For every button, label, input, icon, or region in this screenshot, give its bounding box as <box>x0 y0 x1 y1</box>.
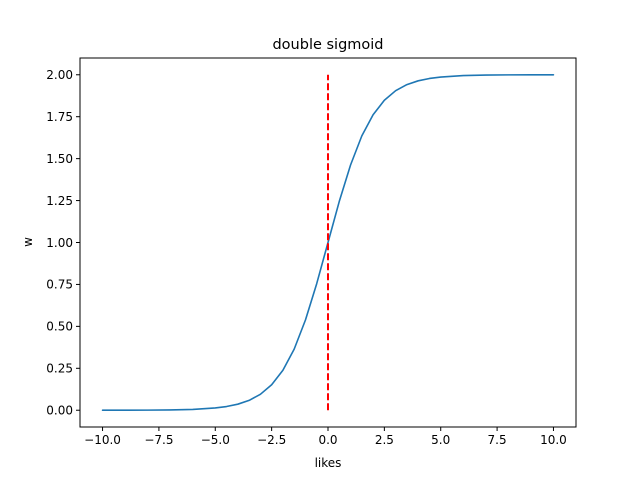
y-tick-label: 1.75 <box>46 110 73 124</box>
x-tick-label: 10.0 <box>540 433 567 447</box>
y-axis-ticks: 0.00 0.25 0.50 0.75 1.00 1.25 1.50 1.75 2.00 <box>46 68 80 418</box>
x-tick-label: −5.0 <box>201 433 230 447</box>
series-layer <box>101 73 555 412</box>
y-tick-label: 0.00 <box>46 404 73 418</box>
y-axis-label: w <box>21 237 35 247</box>
x-tick-label: 2.5 <box>375 433 394 447</box>
series-line-0 <box>101 73 555 412</box>
y-tick-label: 1.25 <box>46 194 73 208</box>
x-axis-label: likes <box>315 456 342 470</box>
y-tick-label: 0.75 <box>46 278 73 292</box>
x-tick-label: 0.0 <box>318 433 337 447</box>
x-tick-label: −2.5 <box>257 433 286 447</box>
y-tick-label: 0.25 <box>46 362 73 376</box>
x-tick-label: −10.0 <box>84 433 121 447</box>
x-axis-ticks: −10.0 −7.5 −5.0 −2.5 0.0 2.5 5.0 7.5 10.0 <box>84 427 567 447</box>
x-tick-label: 7.5 <box>488 433 507 447</box>
y-tick-label: 2.00 <box>46 68 73 82</box>
y-tick-label: 0.50 <box>46 320 73 334</box>
chart-title: double sigmoid <box>272 37 383 53</box>
x-tick-label: 5.0 <box>431 433 450 447</box>
y-tick-label: 1.50 <box>46 152 73 166</box>
y-tick-label: 1.00 <box>46 236 73 250</box>
x-tick-label: −7.5 <box>144 433 173 447</box>
